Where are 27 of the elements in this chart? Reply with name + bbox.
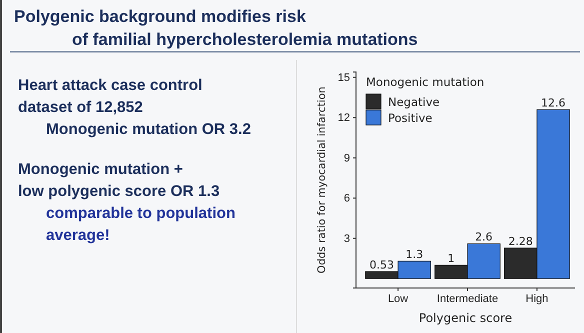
- y-tick-label: 12: [338, 112, 350, 124]
- data-label: 0.53: [369, 258, 394, 272]
- x-tick-label: High: [526, 292, 548, 305]
- data-label: 12.6: [541, 96, 566, 110]
- data-label: 2.6: [475, 230, 493, 244]
- text: dataset of 12,852: [18, 99, 143, 116]
- legend-label: Negative: [388, 95, 440, 109]
- text: low polygenic score OR 1.3: [18, 183, 220, 200]
- x-tick-label: Low: [388, 292, 408, 305]
- text: average!: [46, 227, 110, 244]
- text: Monogenic mutation OR 3.2: [46, 121, 251, 138]
- legend-label: Positive: [388, 111, 432, 125]
- data-label: 1.3: [406, 248, 424, 262]
- y-axis-title: Odds ratio for myocardial infarction: [316, 86, 328, 274]
- y-tick-label: 3: [344, 232, 350, 245]
- y-tick-label: 6: [344, 192, 350, 205]
- data-label: 1: [448, 252, 455, 266]
- text: Monogenic mutation +: [18, 161, 183, 178]
- text: comparable to population: [46, 205, 236, 222]
- x-tick-label: Intermediate: [436, 292, 498, 305]
- y-tick-label: 9: [344, 152, 350, 164]
- y-tick-label: 15: [338, 72, 350, 84]
- text: Polygenic background modifies risk of familial hypercholesterolemia mutations: [14, 7, 418, 49]
- legend-title: Monogenic mutation: [366, 75, 484, 89]
- x-axis-title: Polygenic score: [418, 311, 512, 325]
- data-label: 2.28: [508, 235, 533, 248]
- text: Heart attack case control: [18, 77, 202, 94]
